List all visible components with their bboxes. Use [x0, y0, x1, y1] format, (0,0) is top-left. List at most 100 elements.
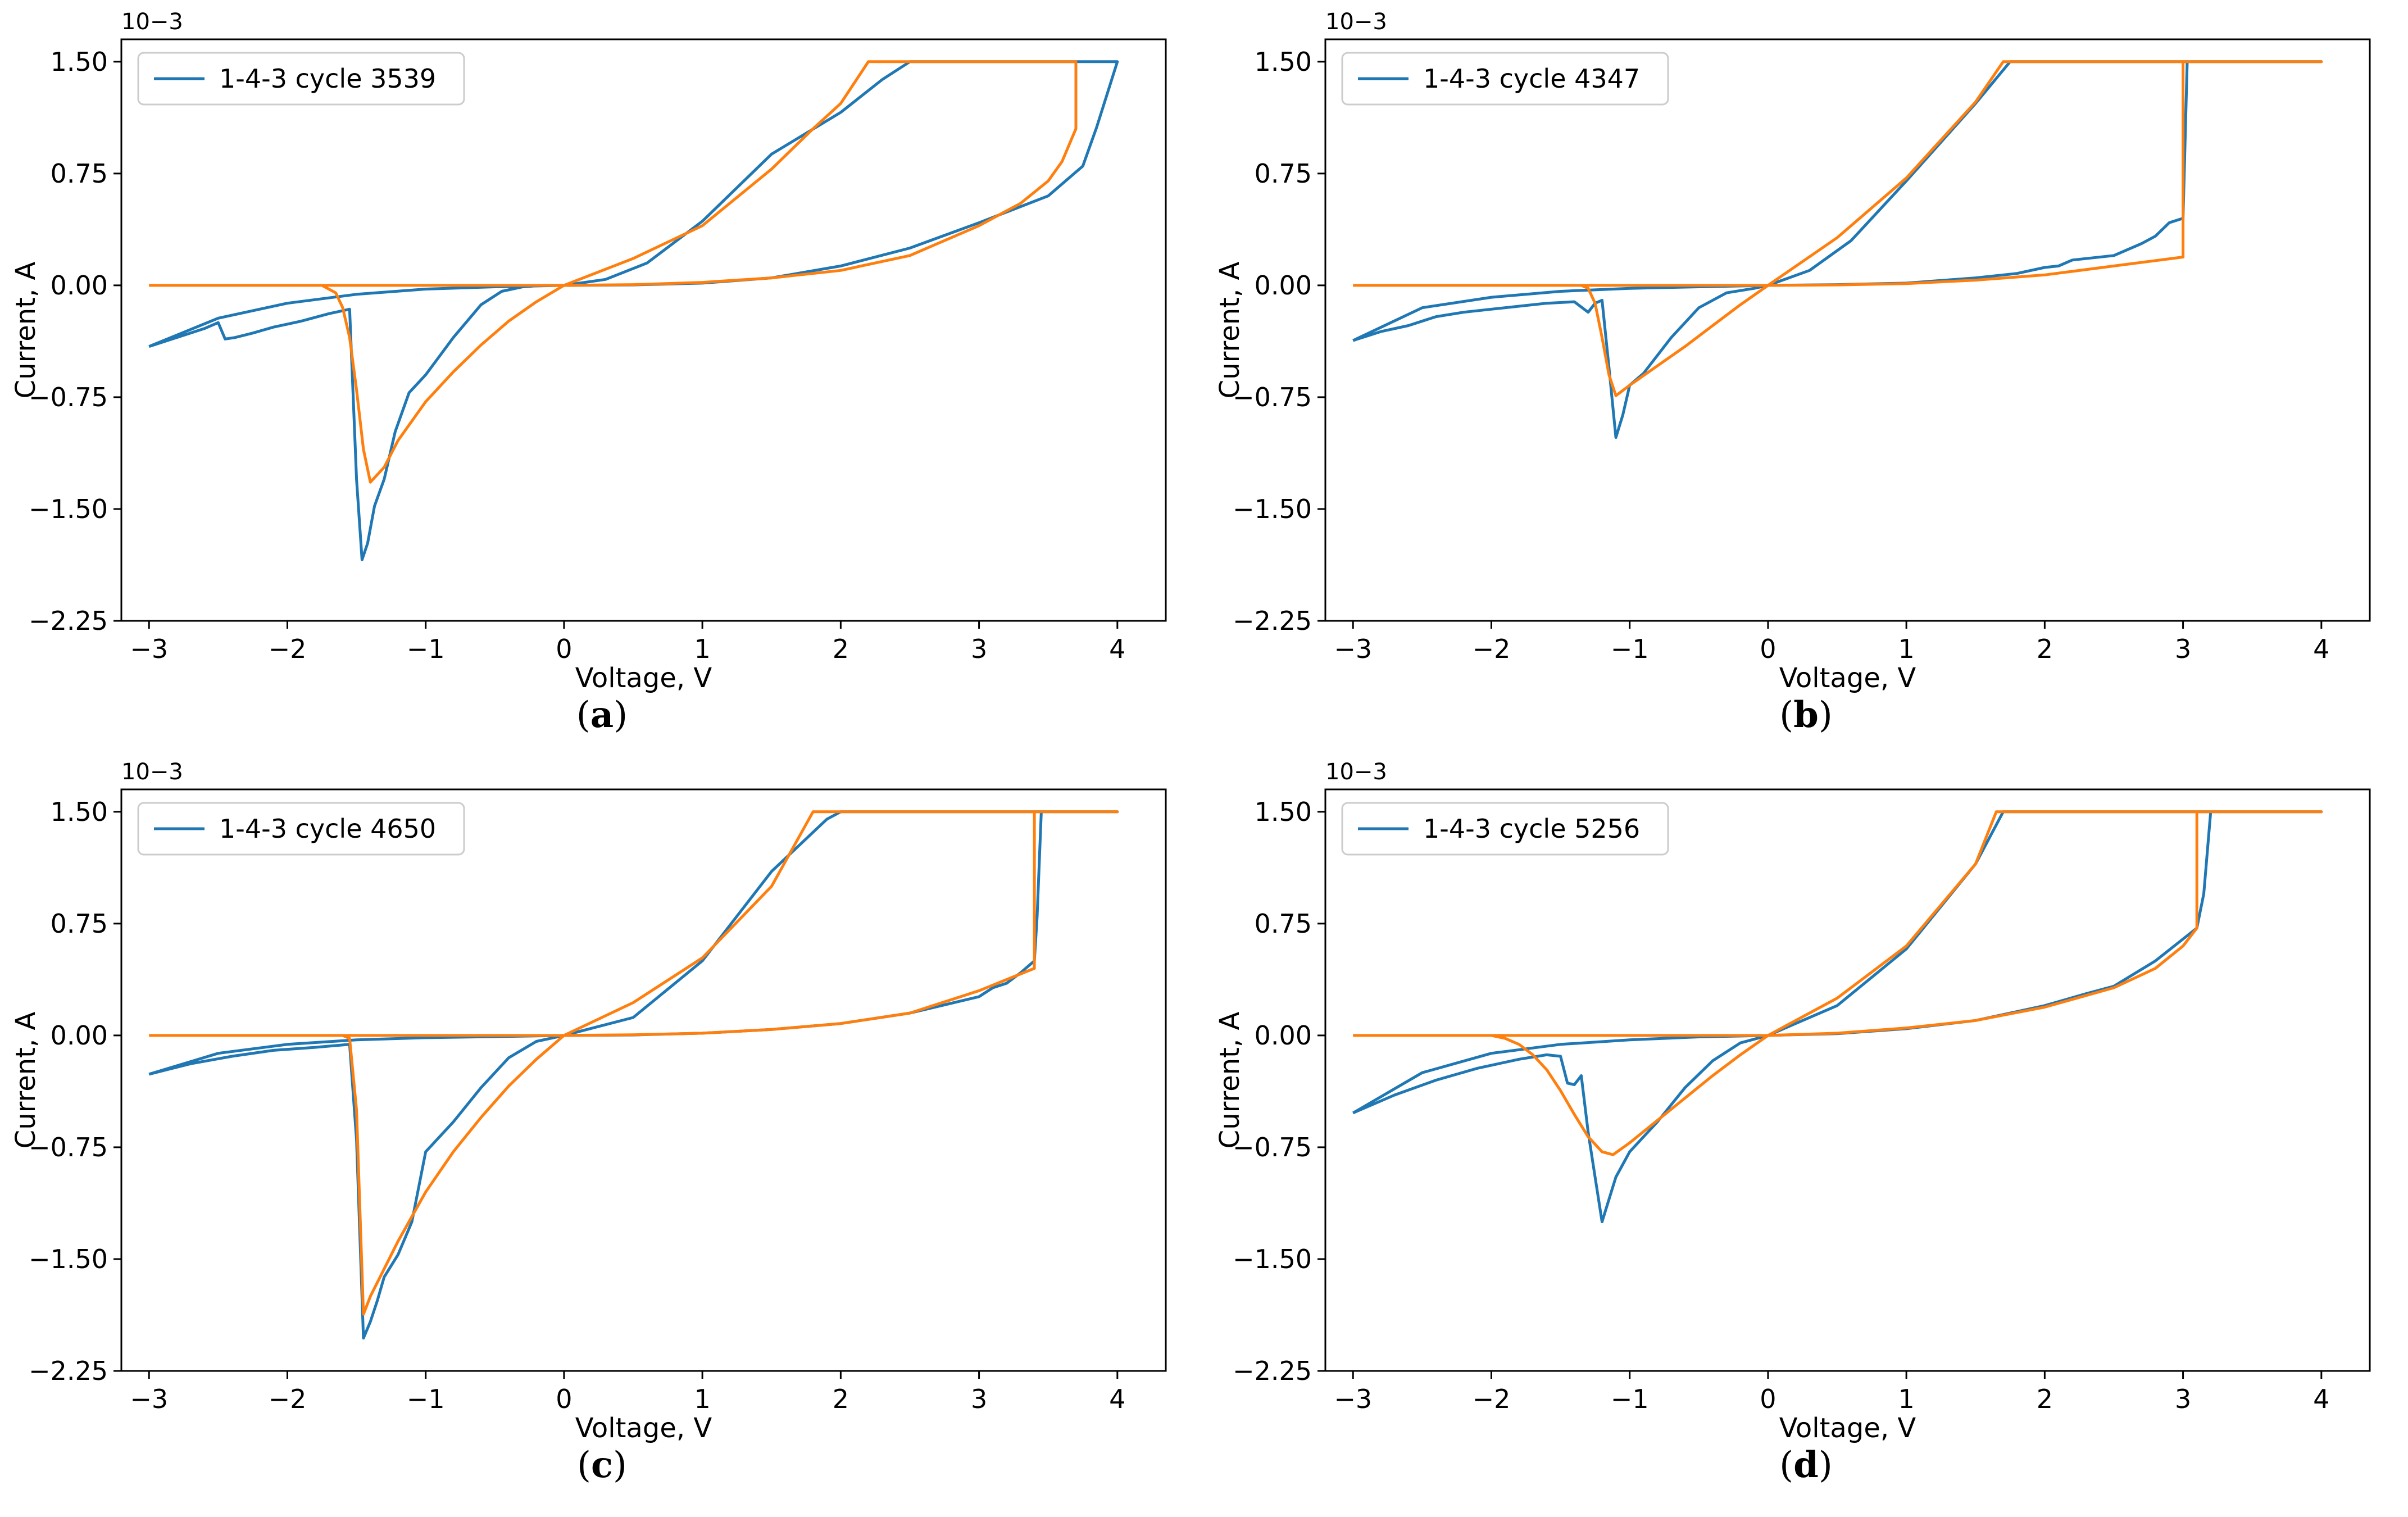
y-tick-label-a: 0.75 — [51, 158, 108, 189]
x-tick-label-c: 2 — [833, 1384, 849, 1414]
x-axis-label-c: Voltage, V — [575, 1412, 712, 1444]
series-model-d — [1353, 810, 2323, 1156]
legend-a: 1-4-3 cycle 3539 — [137, 52, 465, 106]
panel-d: −3 −2 −1 0 1 2 3 4 1.50 0.75 0.00 −0.75 −1.50 −2.25 10… — [1204, 750, 2408, 1500]
plot-frame-a — [120, 38, 1167, 622]
x-axis-label-d: Voltage, V — [1779, 1412, 1916, 1444]
x-tick-label-b: −2 — [1473, 634, 1511, 664]
x-tick-label-b: −3 — [1334, 634, 1372, 664]
y-tick-label-a: −1.50 — [29, 494, 108, 524]
x-tick-label-d: 3 — [2175, 1384, 2191, 1414]
x-tick-label-a: −1 — [407, 634, 445, 664]
y-tick-label-c: 0.00 — [51, 1020, 108, 1051]
chart-d: −3 −2 −1 0 1 2 3 4 1.50 0.75 0.00 −0.75 −1.50 −2.25 10… — [1214, 759, 2371, 1444]
x-tick-label-d: 0 — [1760, 1384, 1776, 1414]
panel-label-d: (d) — [1779, 1444, 1833, 1486]
y-tick-label-a: −0.75 — [29, 382, 108, 412]
plot-frame-d — [1324, 788, 2371, 1372]
y-tick-label-c: −0.75 — [29, 1132, 108, 1162]
legend-label-c: 1-4-3 cycle 4650 — [219, 814, 436, 844]
y-tick-label-c: −1.50 — [29, 1244, 108, 1274]
y-axis-label-b: Current, A — [1214, 262, 1246, 399]
panel-b: −3 −2 −1 0 1 2 3 4 1.50 0.75 0.00 −0.75 −1.50 −2.25 10… — [1204, 0, 2408, 750]
legend-d: 1-4-3 cycle 5256 — [1341, 802, 1669, 856]
panel-label-b: (b) — [1779, 694, 1833, 736]
panel-label-c: (c) — [577, 1444, 627, 1486]
x-tick-label-a: −2 — [269, 634, 307, 664]
y-scale-label-a: 10−3 — [121, 9, 183, 35]
x-tick-label-b: 1 — [1898, 634, 1915, 664]
x-tick-label-a: 4 — [1109, 634, 1125, 664]
y-tick-label-c: −2.25 — [29, 1356, 108, 1386]
panel-a: −3 −2 −1 0 1 2 3 4 1.50 0.75 0.00 −0.75 −1.50 −2.25 10… — [0, 0, 1204, 750]
plot-frame-c — [120, 788, 1167, 1372]
x-tick-label-c: 1 — [694, 1384, 711, 1414]
y-tick-label-d: 1.50 — [1255, 797, 1312, 827]
series-measured-d — [1352, 810, 2323, 1224]
y-tick-label-b: −0.75 — [1233, 382, 1312, 412]
y-tick-label-b: 0.75 — [1255, 158, 1312, 189]
x-tick-label-b: 0 — [1760, 634, 1776, 664]
legend-box-b — [1341, 52, 1669, 106]
series-measured-c — [148, 810, 1119, 1340]
y-tick-label-c: 1.50 — [51, 797, 108, 827]
y-axis-label-a: Current, A — [10, 262, 42, 399]
x-axis-label-a: Voltage, V — [575, 662, 712, 694]
series-model-c — [149, 810, 1119, 1316]
x-tick-label-a: −3 — [130, 634, 168, 664]
y-tick-label-b: 1.50 — [1255, 47, 1312, 77]
y-tick-label-d: 0.00 — [1255, 1020, 1312, 1051]
x-tick-label-c: 3 — [971, 1384, 987, 1414]
y-tick-label-a: 1.50 — [51, 47, 108, 77]
x-tick-label-d: −3 — [1334, 1384, 1372, 1414]
y-tick-label-b: 0.00 — [1255, 270, 1312, 301]
x-tick-label-c: −1 — [407, 1384, 445, 1414]
chart-a: −3 −2 −1 0 1 2 3 4 1.50 0.75 0.00 −0.75 −1.50 −2.25 10… — [10, 9, 1167, 694]
series-model-b — [1353, 60, 2323, 397]
y-tick-label-d: −1.50 — [1233, 1244, 1312, 1274]
y-scale-label-c: 10−3 — [121, 759, 183, 785]
x-tick-label-c: 4 — [1109, 1384, 1125, 1414]
x-tick-label-b: 4 — [2313, 634, 2329, 664]
x-tick-label-d: 1 — [1898, 1384, 1915, 1414]
x-tick-label-b: −1 — [1611, 634, 1649, 664]
x-tick-label-c: −3 — [130, 1384, 168, 1414]
x-tick-label-b: 2 — [2037, 634, 2053, 664]
y-tick-label-a: 0.00 — [51, 270, 108, 301]
y-tick-label-b: −2.25 — [1233, 606, 1312, 636]
x-tick-label-b: 3 — [2175, 634, 2191, 664]
legend-box-d — [1341, 802, 1669, 856]
x-axis-label-b: Voltage, V — [1779, 662, 1916, 694]
x-tick-label-d: 4 — [2313, 1384, 2329, 1414]
y-tick-label-d: −0.75 — [1233, 1132, 1312, 1162]
x-tick-label-d: 2 — [2037, 1384, 2053, 1414]
x-tick-label-c: −2 — [269, 1384, 307, 1414]
legend-box-c — [137, 802, 465, 856]
y-axis-label-c: Current, A — [10, 1012, 42, 1149]
y-tick-label-d: 0.75 — [1255, 909, 1312, 939]
x-tick-label-a: 3 — [971, 634, 987, 664]
panel-c: −3 −2 −1 0 1 2 3 4 1.50 0.75 0.00 −0.75 −1.50 −2.25 10… — [0, 750, 1204, 1500]
legend-c: 1-4-3 cycle 4650 — [137, 802, 465, 856]
x-tick-label-a: 0 — [556, 634, 572, 664]
y-axis-label-d: Current, A — [1214, 1012, 1246, 1149]
x-tick-label-d: −2 — [1473, 1384, 1511, 1414]
legend-label-d: 1-4-3 cycle 5256 — [1423, 814, 1640, 844]
panel-label-a: (a) — [576, 694, 628, 736]
x-tick-label-c: 0 — [556, 1384, 572, 1414]
y-tick-label-a: −2.25 — [29, 606, 108, 636]
y-tick-label-c: 0.75 — [51, 909, 108, 939]
series-measured-a — [148, 60, 1119, 561]
series-model-a — [149, 60, 1078, 484]
y-tick-label-d: −2.25 — [1233, 1356, 1312, 1386]
x-tick-label-a: 1 — [694, 634, 711, 664]
y-scale-label-d: 10−3 — [1325, 759, 1387, 785]
legend-label-a: 1-4-3 cycle 3539 — [219, 63, 436, 94]
plot-frame-b — [1324, 38, 2371, 622]
y-scale-label-b: 10−3 — [1325, 9, 1387, 35]
legend-label-b: 1-4-3 cycle 4347 — [1423, 63, 1640, 94]
x-tick-label-d: −1 — [1611, 1384, 1649, 1414]
chart-c: −3 −2 −1 0 1 2 3 4 1.50 0.75 0.00 −0.75 −1.50 −2.25 10… — [10, 759, 1167, 1444]
legend-b: 1-4-3 cycle 4347 — [1341, 52, 1669, 106]
